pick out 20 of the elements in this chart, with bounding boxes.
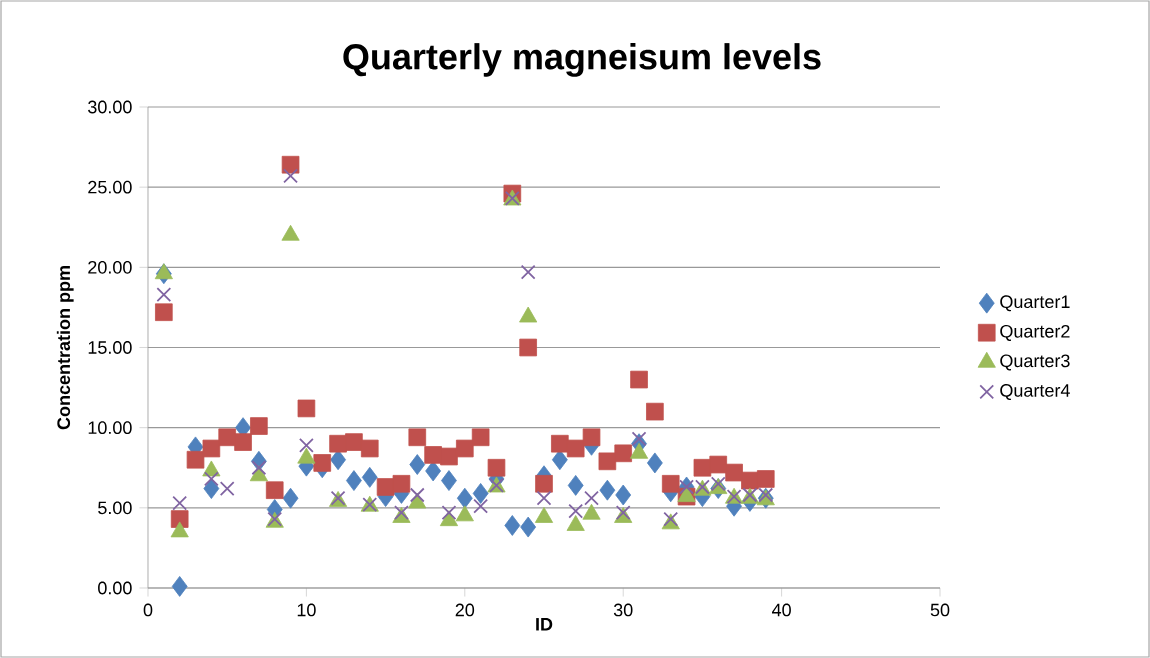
y-tick-label: 20.00 [88, 260, 132, 274]
y-tick-label: 15.00 [88, 341, 132, 354]
x-tick-label: 50 [930, 603, 950, 617]
y-tick-label: 30.00 [88, 100, 132, 114]
x-tick-label: 0 [143, 603, 153, 617]
y-tick-label: 25.00 [88, 180, 132, 194]
y-axis-title: Concentration ppm [56, 266, 74, 430]
y-tick-label: 10.00 [88, 421, 132, 435]
legend-label: Quarter3 [1000, 354, 1070, 371]
legend-label: Quarter1 [1000, 295, 1070, 312]
x-tick-label: 40 [772, 603, 791, 617]
x-axis-title: ID [536, 618, 553, 631]
y-tick-label: 5.00 [98, 501, 132, 515]
legend-label: Quarter2 [1000, 324, 1070, 341]
legend-label: Quarter4 [1000, 384, 1070, 401]
y-tick-label: 0.00 [98, 581, 132, 595]
x-tick-label: 10 [297, 603, 316, 617]
chart-title: Quarterly magneisum levels [343, 43, 821, 77]
x-tick-label: 20 [455, 603, 475, 617]
x-tick-label: 30 [613, 603, 633, 617]
